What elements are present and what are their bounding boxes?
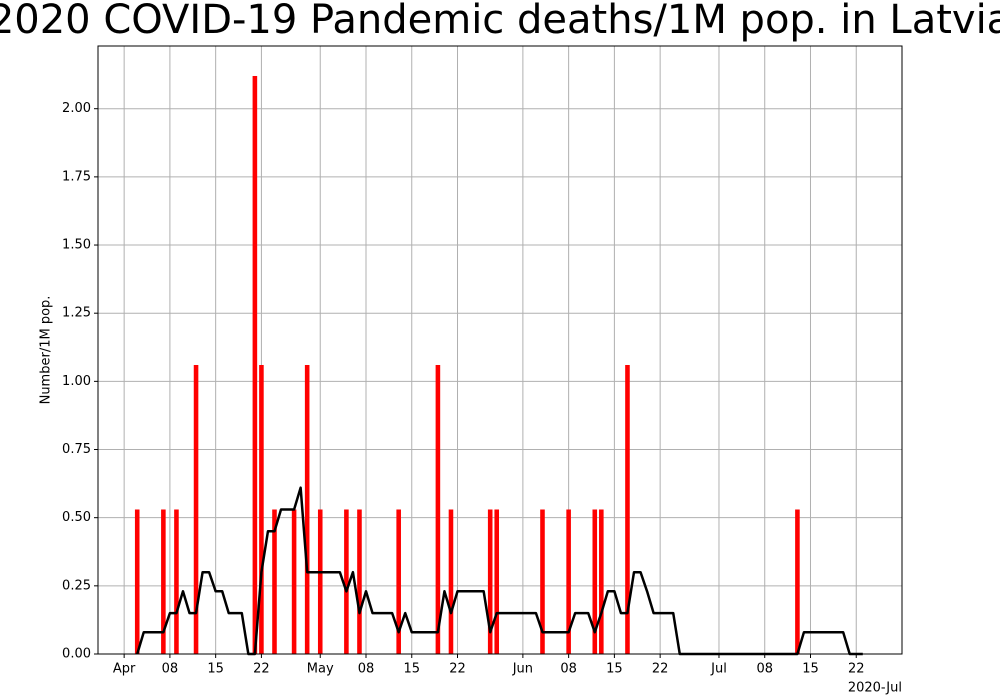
bar (317, 509, 323, 654)
y-tick-label: 0.75 (62, 442, 91, 457)
bar (448, 509, 454, 654)
x-tick-label: 22 (652, 662, 669, 677)
y-tick-label: 0.50 (62, 510, 91, 525)
chart-title: 2020 COVID-19 Pandemic deaths/1M pop. in… (0, 0, 1000, 43)
y-tick-label: 1.25 (62, 306, 91, 321)
bar (161, 509, 166, 654)
bar (566, 509, 571, 654)
bar (795, 509, 800, 654)
bar (435, 364, 441, 654)
y-tick-label: 1.75 (62, 169, 91, 184)
x-tick-label: 22 (449, 662, 466, 677)
x-tick-label: 15 (207, 662, 224, 677)
y-tick-label: 1.50 (62, 238, 91, 253)
x-tick-label: 22 (848, 662, 865, 677)
x-tick-label: May (307, 662, 334, 677)
bar (134, 509, 140, 654)
bar (487, 509, 493, 654)
y-tick-label: 2.00 (62, 101, 91, 116)
x-tick-label: 08 (162, 662, 179, 677)
x-tick-label: 08 (560, 662, 577, 677)
bar (357, 509, 362, 654)
x-offset-label: 2020-Jul (848, 681, 902, 696)
x-tick-label: 15 (403, 662, 420, 677)
bar (252, 75, 258, 654)
bar (304, 364, 310, 654)
x-tick-label: 08 (358, 662, 375, 677)
bar (494, 509, 500, 654)
x-tick-label: 08 (756, 662, 773, 677)
x-tick-label: Apr (113, 662, 136, 677)
bar (193, 364, 199, 654)
bar (599, 509, 604, 654)
y-tick-label: 0.25 (62, 578, 91, 593)
x-tick-label: 22 (253, 662, 270, 677)
y-tick-label: 1.00 (62, 374, 91, 389)
plot-frame (97, 45, 903, 655)
bar (291, 509, 297, 654)
bar (396, 509, 401, 654)
bar (174, 509, 179, 654)
y-tick-label: 0.00 (62, 647, 91, 662)
bar (272, 509, 277, 654)
bar (259, 364, 264, 654)
bar (625, 364, 630, 654)
x-tick-label: Jul (710, 662, 727, 677)
x-tick-label: 15 (606, 662, 623, 677)
x-tick-label: Jun (512, 662, 533, 677)
x-tick-label: 15 (802, 662, 819, 677)
bar (344, 509, 349, 654)
y-axis-label: Number/1M pop. (39, 296, 54, 405)
bar (592, 509, 598, 654)
bar (540, 509, 545, 654)
